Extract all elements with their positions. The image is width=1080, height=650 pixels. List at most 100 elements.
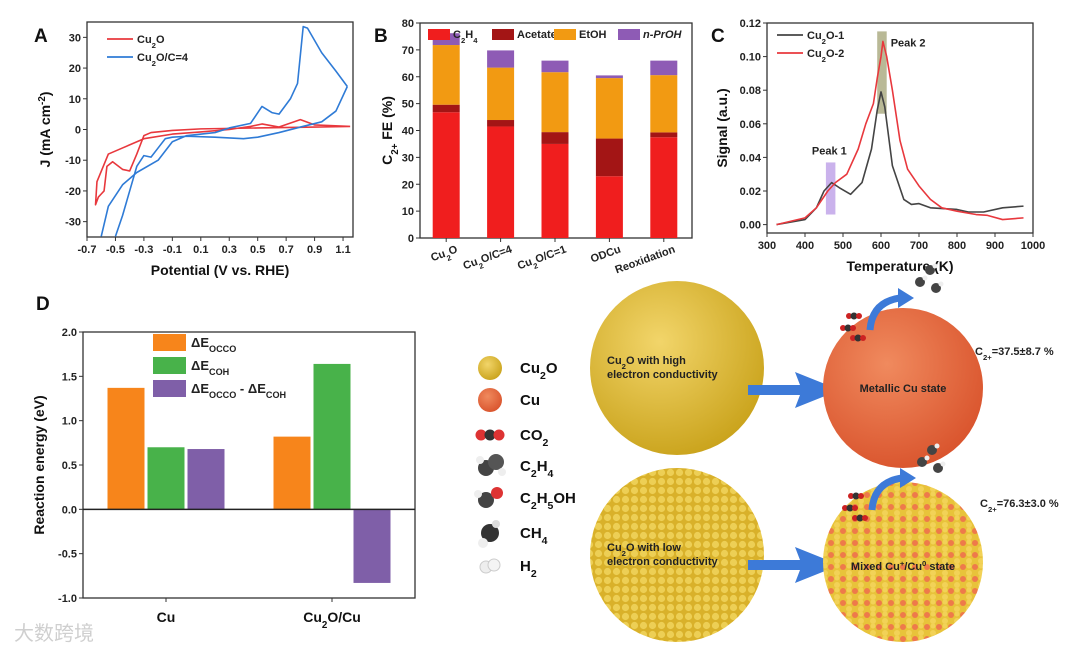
y-tick-label: 40 xyxy=(402,126,414,138)
co2-molecules-icon xyxy=(842,492,868,522)
x-tick-label: 0.1 xyxy=(193,244,208,256)
cu2o-high-conductivity-particle xyxy=(590,281,764,455)
x-tick-label: Cu2O/Cu xyxy=(303,609,361,631)
x-tick-label: -0.3 xyxy=(134,244,153,256)
legend-label: EtOH xyxy=(579,29,607,41)
legend-swatch xyxy=(153,334,186,351)
x-tick-label: 600 xyxy=(872,240,890,252)
schematic-legend-label: C2H5OH xyxy=(520,490,576,512)
y-axis-label: Signal (a.u.) xyxy=(714,88,730,167)
y-tick-label: 0.00 xyxy=(740,220,761,232)
x-tick-label: 0.9 xyxy=(307,244,322,256)
panel-label-d: D xyxy=(36,294,50,315)
bar-etoh xyxy=(595,78,623,139)
c2-selectivity-top: C2+=37.5±8.7 % xyxy=(975,346,1054,362)
legend-label: n-PrOH xyxy=(643,29,683,41)
bar--e-occo- xyxy=(107,387,145,510)
bar-n-proh xyxy=(595,75,623,79)
y-tick-label: 0 xyxy=(75,125,81,137)
plot-frame xyxy=(766,22,1034,234)
y-tick-label: 0.12 xyxy=(740,18,761,30)
series-line-2 xyxy=(114,86,349,237)
legend-label: Cu2O/C=4 xyxy=(137,52,189,68)
y-axis-label: J (mA cm-2) xyxy=(37,92,54,168)
co2-molecules-icon xyxy=(840,312,866,342)
y-tick-label: -10 xyxy=(65,155,81,167)
bar-n-proh xyxy=(541,60,569,73)
y-tick-label: -20 xyxy=(65,186,81,198)
metallic-cu-particle xyxy=(823,308,983,468)
schematic-legend-label: Cu2O xyxy=(520,360,558,382)
x-tick-label: 1000 xyxy=(1021,240,1045,252)
x-tick-label: 400 xyxy=(796,240,814,252)
bar--e-coh- xyxy=(313,363,351,510)
schematic-legend-label: C2H4 xyxy=(520,458,554,480)
panel-label-b: B xyxy=(374,26,388,47)
legend-swatch xyxy=(428,29,450,40)
schematic-legend-label: CH4 xyxy=(520,525,548,547)
y-tick-label: 10 xyxy=(69,94,81,106)
legend-swatch xyxy=(153,380,186,397)
bar-acetate xyxy=(650,132,678,138)
x-axis-label: Potential (V vs. RHE) xyxy=(151,262,289,278)
bar-c-2-h-4- xyxy=(541,143,569,238)
bar-acetate xyxy=(487,120,515,127)
legend-label: Cu2O-1 xyxy=(807,30,844,46)
y-tick-label: -1.0 xyxy=(58,593,77,605)
arrow-head-icon xyxy=(898,288,914,308)
schematic-legend-label: CO2 xyxy=(520,427,549,449)
legend-swatch xyxy=(492,29,514,40)
series-line-1 xyxy=(776,91,1024,226)
x-tick-label: Cu2O xyxy=(429,243,461,267)
x-tick-label: 1.1 xyxy=(335,244,350,256)
series-line-2 xyxy=(100,25,348,237)
y-tick-label: 1.0 xyxy=(62,416,77,428)
transform-arrow-icon xyxy=(748,372,840,408)
y-tick-label: -0.5 xyxy=(58,549,77,561)
y-tick-label: 10 xyxy=(402,206,414,218)
legend-label: ΔEOCCO - ΔECOH xyxy=(191,381,286,400)
legend-label: ΔECOH xyxy=(191,358,229,377)
peak-region-2 xyxy=(877,31,887,114)
c2-selectivity-bottom: C2+=76.3±3.0 % xyxy=(980,498,1059,514)
x-tick-label: Reoxidation xyxy=(614,243,678,276)
y-tick-label: 50 xyxy=(402,99,414,111)
y-tick-label: 60 xyxy=(402,72,414,84)
watermark: 大数跨境 xyxy=(14,622,94,645)
x-tick-label: Cu2O/C=1 xyxy=(516,244,569,276)
x-tick-label: 0.7 xyxy=(278,244,293,256)
c2h5oh-molecule-icon xyxy=(474,487,503,508)
co2-molecule-icon xyxy=(475,429,505,441)
particle-description: Cu2O with low xyxy=(607,542,681,558)
bar-n-proh xyxy=(650,60,678,76)
x-tick-label: 700 xyxy=(910,240,928,252)
bar-c-2-h-4- xyxy=(650,137,678,238)
arrow-head-icon xyxy=(900,468,916,488)
cu2o-low-conductivity-particle xyxy=(590,468,764,642)
legend-label: Cu2O-2 xyxy=(807,48,844,64)
legend-swatch xyxy=(153,357,186,374)
cu2o-sphere-icon xyxy=(478,356,502,380)
panel-label-c: C xyxy=(711,26,725,47)
panel-label-a: A xyxy=(34,26,48,47)
schematic-legend-label: H2 xyxy=(520,558,537,580)
c2h4-molecule-icon xyxy=(476,454,506,476)
y-tick-label: 20 xyxy=(69,63,81,75)
bar-c-2-h-4- xyxy=(595,176,623,238)
bar-etoh xyxy=(541,72,569,133)
x-tick-label: ODCu xyxy=(589,244,622,266)
y-tick-label: 0.04 xyxy=(740,152,762,164)
y-tick-label: 80 xyxy=(402,18,414,30)
legend-swatch xyxy=(554,29,576,40)
schematic-legend-label: Cu xyxy=(520,392,540,409)
y-tick-label: 2.0 xyxy=(62,327,77,339)
product-molecules-icon xyxy=(917,443,946,473)
x-tick-label: 900 xyxy=(986,240,1004,252)
h2-molecule-icon xyxy=(479,558,501,574)
transform-arrow-icon xyxy=(748,547,840,583)
particle-description: electron conductivity xyxy=(607,556,719,568)
legend-label: ΔEOCCO xyxy=(191,335,236,354)
